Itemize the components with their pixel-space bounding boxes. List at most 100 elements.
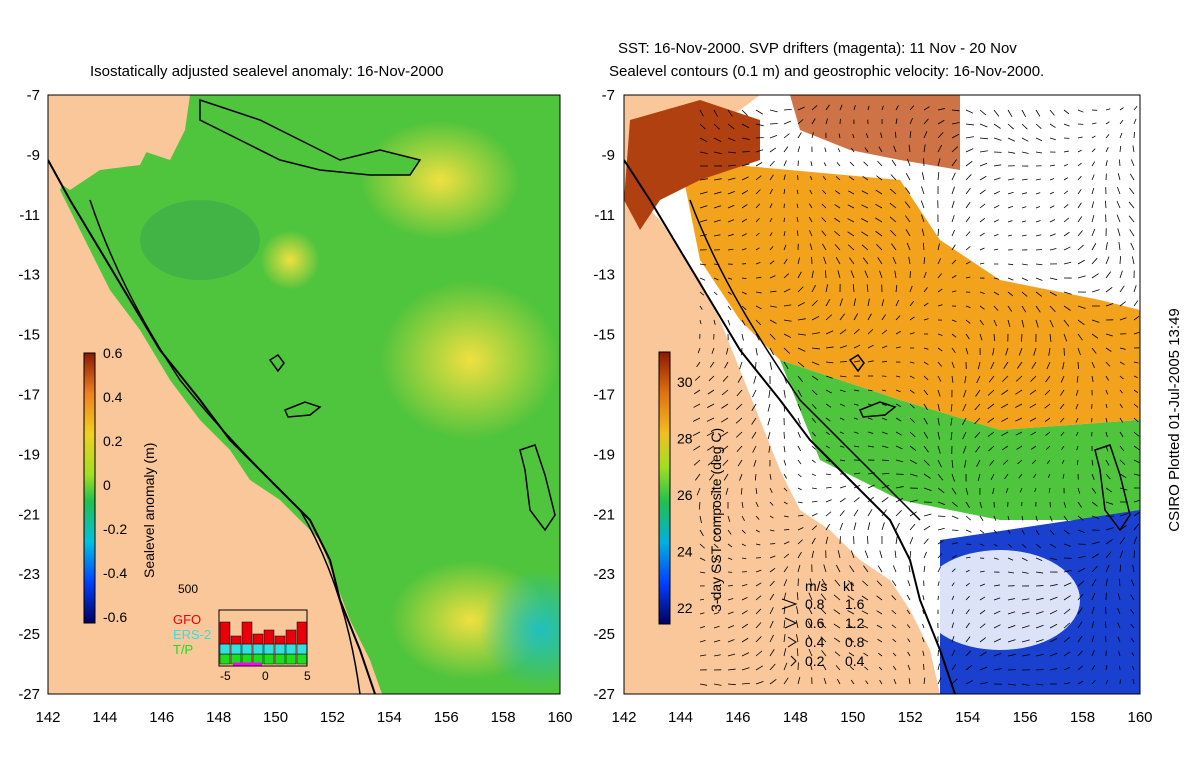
velocity-arrow bbox=[783, 273, 790, 279]
velocity-arrow bbox=[1117, 622, 1121, 629]
left-x-tick: 158 bbox=[491, 709, 516, 726]
right-y-tick: -9 bbox=[602, 147, 615, 164]
velocity-arrow bbox=[853, 431, 859, 434]
velocity-arrow bbox=[1119, 389, 1123, 394]
velocity-arrow bbox=[699, 571, 706, 574]
velocity-arrow bbox=[880, 132, 883, 139]
right-map-panel bbox=[624, 95, 1140, 694]
velocity-arrow bbox=[755, 203, 761, 209]
velocity-arrow bbox=[923, 131, 928, 139]
velocity-arrow bbox=[839, 403, 846, 407]
velocity-arrow bbox=[797, 106, 805, 111]
velocity-arrow bbox=[1132, 678, 1135, 685]
velocity-arrow bbox=[965, 305, 971, 309]
velocity-arrow bbox=[1119, 347, 1126, 350]
velocity-legend-ms: 0.8 bbox=[805, 596, 825, 612]
velocity-arrow bbox=[824, 147, 827, 153]
velocity-arrow bbox=[769, 246, 774, 251]
velocity-arrow bbox=[1003, 361, 1009, 369]
velocity-arrow bbox=[1091, 541, 1100, 545]
velocity-arrow bbox=[1049, 668, 1058, 671]
velocity-arrow bbox=[741, 637, 749, 643]
inset-bar-segment bbox=[241, 643, 253, 655]
velocity-arrow bbox=[811, 105, 818, 111]
velocity-arrow bbox=[1005, 347, 1009, 356]
velocity-arrow bbox=[1119, 550, 1124, 559]
velocity-arrow bbox=[861, 204, 869, 209]
velocity-arrow bbox=[811, 284, 816, 293]
velocity-arrow bbox=[1035, 571, 1044, 574]
velocity-arrow bbox=[1129, 187, 1135, 195]
velocity-arrow bbox=[951, 215, 955, 223]
velocity-arrow bbox=[937, 144, 943, 153]
right-y-tick: -11 bbox=[594, 207, 615, 224]
velocity-arrow bbox=[921, 214, 925, 223]
left-y-tick: -9 bbox=[27, 147, 40, 164]
velocity-arrow bbox=[1049, 652, 1058, 657]
velocity-arrow bbox=[1105, 389, 1109, 395]
velocity-arrow bbox=[965, 136, 974, 139]
velocity-arrow bbox=[811, 513, 818, 517]
velocity-arrow bbox=[853, 389, 860, 392]
velocity-arrow bbox=[741, 233, 747, 237]
velocity-arrow bbox=[1119, 417, 1124, 423]
velocity-arrow bbox=[965, 582, 970, 587]
velocity-arrow bbox=[993, 624, 1001, 629]
velocity-arrow bbox=[909, 389, 915, 394]
velocity-arrow bbox=[822, 663, 827, 671]
velocity-arrow bbox=[993, 515, 997, 521]
velocity-arrow bbox=[1091, 565, 1098, 573]
velocity-arrow bbox=[895, 389, 901, 393]
velocity-arrow bbox=[783, 553, 790, 559]
velocity-arrow bbox=[1063, 582, 1072, 587]
velocity-arrow bbox=[820, 608, 827, 615]
velocity-arrow bbox=[965, 187, 971, 195]
velocity-arrow bbox=[904, 201, 911, 209]
velocity-arrow bbox=[979, 123, 988, 128]
velocity-arrow bbox=[839, 459, 846, 462]
velocity-arrow bbox=[923, 487, 932, 491]
velocity-arrow bbox=[1007, 109, 1013, 118]
low-anomaly-patch bbox=[480, 570, 560, 690]
inset-xtick-2: 5 bbox=[304, 669, 311, 683]
velocity-arrow bbox=[1133, 523, 1140, 531]
velocity-arrow bbox=[1091, 592, 1096, 601]
velocity-arrow bbox=[867, 298, 870, 307]
velocity-arrow bbox=[907, 158, 911, 167]
velocity-arrow bbox=[1077, 149, 1082, 153]
velocity-arrow bbox=[1119, 431, 1124, 438]
velocity-arrow bbox=[1131, 665, 1135, 671]
velocity-arrow bbox=[962, 403, 967, 412]
velocity-arrow bbox=[1007, 263, 1014, 266]
velocity-arrow bbox=[1007, 529, 1011, 534]
velocity-arrow bbox=[755, 680, 764, 685]
left-map-frame bbox=[47, 94, 561, 695]
velocity-arrow bbox=[755, 543, 761, 546]
velocity-arrow bbox=[951, 487, 957, 495]
velocity-arrow bbox=[862, 580, 869, 587]
velocity-arrow bbox=[713, 137, 722, 142]
velocity-arrow bbox=[1133, 536, 1138, 545]
inset-xtick-1: 0 bbox=[262, 669, 269, 683]
velocity-arrow bbox=[937, 288, 943, 293]
velocity-arrow bbox=[783, 515, 789, 518]
velocity-arrow bbox=[721, 431, 729, 437]
left-x-tick: 150 bbox=[263, 709, 288, 726]
velocity-arrow bbox=[755, 636, 762, 643]
velocity-arrow bbox=[811, 473, 817, 477]
velocity-arrow bbox=[1105, 501, 1114, 505]
velocity-arrow bbox=[1091, 361, 1095, 369]
velocity-arrow bbox=[725, 347, 729, 355]
velocity-arrow bbox=[881, 431, 888, 435]
velocity-arrow bbox=[1021, 319, 1025, 328]
velocity-arrow bbox=[1061, 445, 1065, 450]
velocity-arrow bbox=[1031, 459, 1037, 464]
velocity-arrow bbox=[1035, 109, 1041, 117]
velocity-arrow bbox=[937, 663, 941, 671]
velocity-arrow bbox=[965, 680, 974, 685]
velocity-arrow bbox=[809, 230, 813, 237]
velocity-arrow bbox=[937, 540, 944, 545]
velocity-arrow bbox=[694, 473, 701, 481]
velocity-arrow bbox=[895, 445, 903, 450]
